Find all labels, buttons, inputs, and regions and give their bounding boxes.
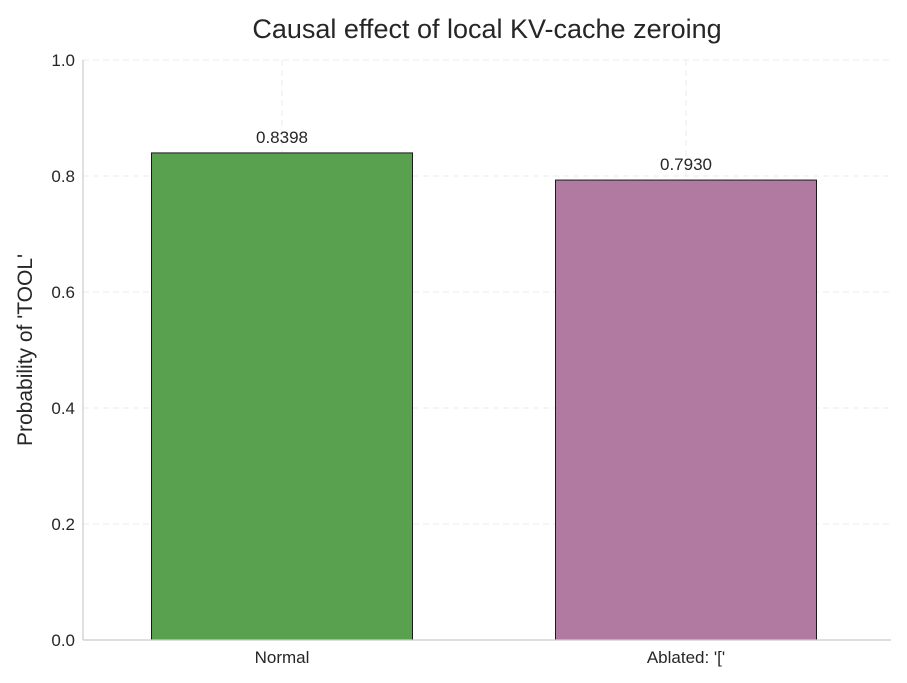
- bar-ablated: [555, 179, 817, 641]
- y-tick-label: 0.2: [51, 515, 75, 534]
- x-tick-label: Ablated: '[': [647, 648, 725, 667]
- value-labels: 0.8398 0.7930: [256, 128, 712, 174]
- bar-value-label: 0.7930: [660, 155, 712, 174]
- y-tick-label: 1.0: [51, 51, 75, 70]
- y-tick-label: 0.0: [51, 631, 75, 650]
- y-axis-label: Probability of 'TOOL': [14, 254, 37, 446]
- x-tick-label: Normal: [255, 648, 310, 667]
- x-tick-labels: Normal Ablated: '[': [255, 648, 726, 667]
- bar-value-label: 0.8398: [256, 128, 308, 147]
- chart-title: Causal effect of local KV-cache zeroing: [252, 14, 721, 44]
- y-tick-labels: 0.0 0.2 0.4 0.6 0.8 1.0: [51, 51, 75, 650]
- y-tick-label: 0.6: [51, 283, 75, 302]
- bar-normal: [151, 152, 413, 641]
- bars: [151, 152, 817, 641]
- y-tick-label: 0.4: [51, 399, 75, 418]
- y-tick-label: 0.8: [51, 167, 75, 186]
- axes: [82, 60, 891, 641]
